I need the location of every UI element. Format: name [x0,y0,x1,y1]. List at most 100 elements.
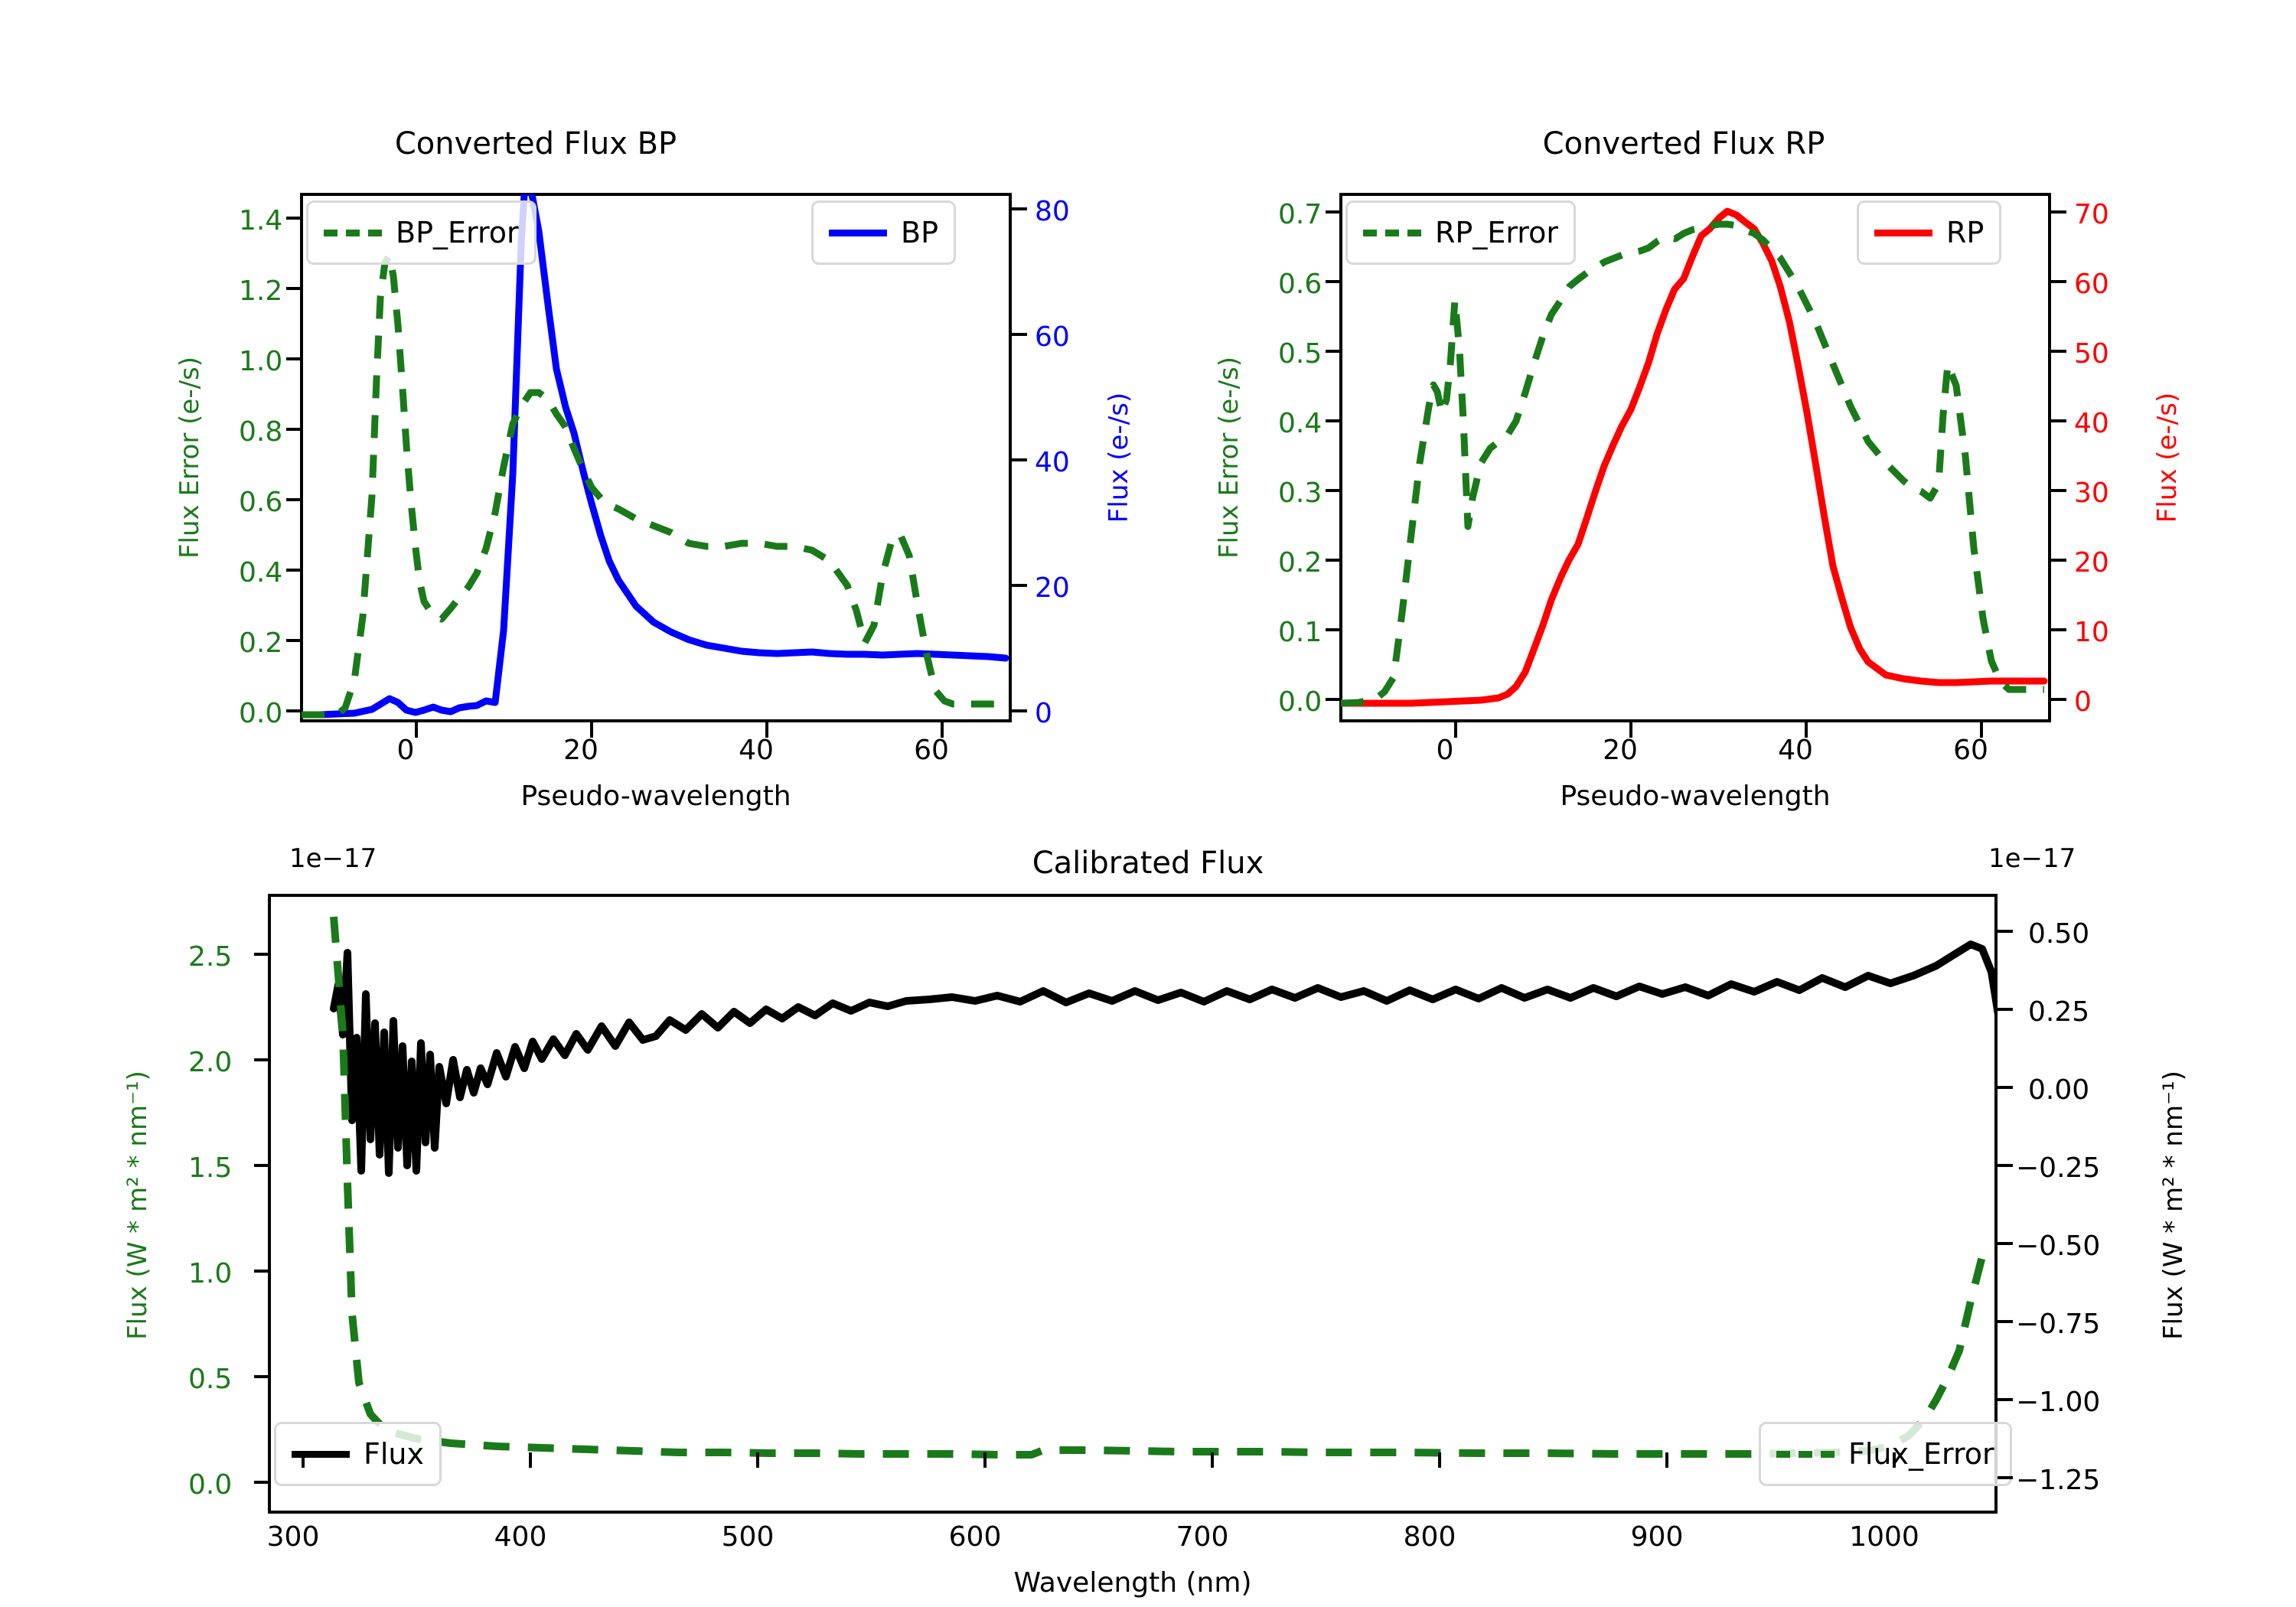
rp-series-line [1341,207,2048,707]
bp-xaxis-label: Pseudo-wavelength [520,781,791,812]
cal-tick-left-5 [254,953,269,956]
calibrated-ytick-left-4: 2.0 [188,1047,233,1078]
bp-flux-swatch [829,229,887,236]
rp-legend-flux[interactable]: RP [1857,200,2002,265]
calibrated-error-swatch [1776,1450,1835,1458]
bp-tick-right-2 [1012,458,1027,461]
calibrated-xaxis-label: Wavelength (nm) [1013,1567,1252,1599]
cal-tick-right-6 [1998,1398,2013,1401]
bp-yaxis-left-label: Flux Error (e-/s) [174,356,205,559]
rp-ytick-left-5: 0.5 [1278,338,1322,370]
calibrated-ytick-right-3: −0.25 [2016,1152,2101,1184]
bp-tick-left-4 [286,428,302,431]
panel-rp: Converted Flux RP 0.0 0.1 0.2 0.3 0.4 0.… [1148,0,2296,826]
calibrated-legend-error[interactable]: Flux_Error [1759,1422,2012,1486]
rp-yaxis-right-label: Flux (e-/s) [2152,392,2183,523]
cal-tick-left-4 [254,1058,269,1061]
rp-tick-left-3 [1326,489,1341,492]
calibrated-ytick-left-3: 1.5 [188,1152,233,1184]
rp-tick-left-1 [1326,628,1341,631]
calibrated-ytick-left-5: 2.5 [188,941,233,973]
panel-bp: Converted Flux BP 0.0 0.2 0.4 0.6 0.8 1.… [0,0,1148,826]
panel-calibrated-flux: Calibrated Flux 1e−17 1e−17 0.0 0.5 1.0 … [0,826,2296,1607]
calibrated-xtick-4: 700 [1176,1521,1229,1553]
bp-ytick-right-1: 20 [1035,572,1070,604]
calibrated-flux-swatch [292,1450,350,1458]
calibrated-axes-frame [268,894,1998,1514]
calibrated-exponent-right: 1e−17 [1988,843,2076,874]
bp-tick-x-3 [941,722,944,738]
bp-tick-left-7 [286,217,302,220]
bp-tick-right-1 [1012,584,1027,587]
rp-ytick-right-5: 50 [2074,338,2109,370]
rp-ytick-right-4: 40 [2074,408,2109,439]
calibrated-ytick-left-2: 1.0 [188,1258,233,1289]
rp-flux-swatch [1874,229,1932,236]
cal-tick-x-7 [1893,1452,1896,1468]
cal-tick-x-1 [529,1452,532,1468]
rp-tick-right-0 [2051,698,2066,701]
rp-tick-left-2 [1326,559,1341,562]
rp-ytick-left-0: 0.0 [1278,686,1322,718]
calibrated-ytick-right-5: −0.75 [2016,1309,2101,1340]
rp-ytick-right-1: 10 [2074,617,2109,648]
bp-ytick-right-4: 80 [1035,196,1070,227]
bp-xtick-1: 20 [563,735,598,766]
bp-xtick-2: 40 [739,735,774,766]
calibrated-xtick-2: 500 [721,1521,775,1553]
rp-xaxis-label: Pseudo-wavelength [1560,781,1831,812]
cal-tick-x-5 [1438,1452,1441,1468]
cal-tick-x-2 [756,1452,759,1468]
rp-xtick-1: 20 [1603,735,1638,766]
bp-ytick-left-1: 0.2 [239,627,283,659]
calibrated-ytick-right-7: −1.25 [2016,1465,2101,1496]
rp-tick-x-0 [1454,722,1457,738]
rp-tick-right-7 [2051,210,2066,214]
bp-legend-flux[interactable]: BP [811,200,956,265]
rp-legend-error[interactable]: RP_Error [1345,200,1576,265]
rp-plot-svg [1341,207,2048,707]
rp-tick-right-2 [2051,559,2066,562]
bp-legend-error[interactable]: BP_Error [306,200,536,265]
rp-ytick-left-4: 0.4 [1278,408,1322,439]
calibrated-ytick-right-6: −1.00 [2016,1387,2101,1418]
rp-ytick-right-6: 60 [2074,269,2109,300]
rp-ytick-left-2: 0.2 [1278,547,1322,579]
rp-axes-frame [1339,193,2051,722]
bp-xtick-0: 0 [396,735,415,766]
bp-tick-x-0 [415,722,418,738]
rp-error-line [1341,220,2044,707]
bp-xtick-3: 60 [914,735,949,766]
bp-ytick-left-0: 0.0 [239,698,283,729]
calibrated-xtick-0: 300 [266,1521,320,1553]
cal-tick-left-3 [254,1164,269,1167]
rp-tick-left-0 [1326,698,1341,701]
bp-plot-svg [302,194,1009,719]
cal-tick-right-1 [1998,1008,2013,1011]
rp-tick-x-3 [1980,722,1983,738]
rp-tick-x-1 [1629,722,1632,738]
calibrated-exponent-left: 1e−17 [289,843,377,874]
calibrated-ytick-right-2: 0.00 [2028,1074,2090,1106]
cal-tick-right-0 [1998,930,2013,933]
rp-ytick-left-3: 0.3 [1278,478,1322,509]
cal-tick-right-7 [1998,1476,2013,1479]
calibrated-ytick-left-0: 0.0 [188,1469,233,1501]
calibrated-xtick-3: 600 [948,1521,1002,1553]
rp-xtick-3: 60 [1953,735,1988,766]
rp-xtick-0: 0 [1436,735,1454,766]
bp-error-line [302,252,1006,719]
bp-tick-left-5 [286,357,302,360]
cal-tick-x-3 [983,1452,987,1468]
calibrated-plot-svg [330,916,1996,1459]
bp-ytick-left-7: 1.4 [239,205,283,236]
bp-flux-legend-label: BP [901,216,938,249]
bp-tick-x-1 [590,722,593,738]
calibrated-legend-flux[interactable]: Flux [274,1422,442,1486]
bp-tick-left-6 [286,287,302,290]
rp-ytick-left-7: 0.7 [1278,199,1322,230]
calibrated-ytick-right-4: −0.50 [2016,1231,2101,1262]
bp-ytick-left-4: 0.8 [239,416,283,448]
rp-tick-left-5 [1326,350,1341,353]
bp-tick-left-3 [286,498,302,501]
